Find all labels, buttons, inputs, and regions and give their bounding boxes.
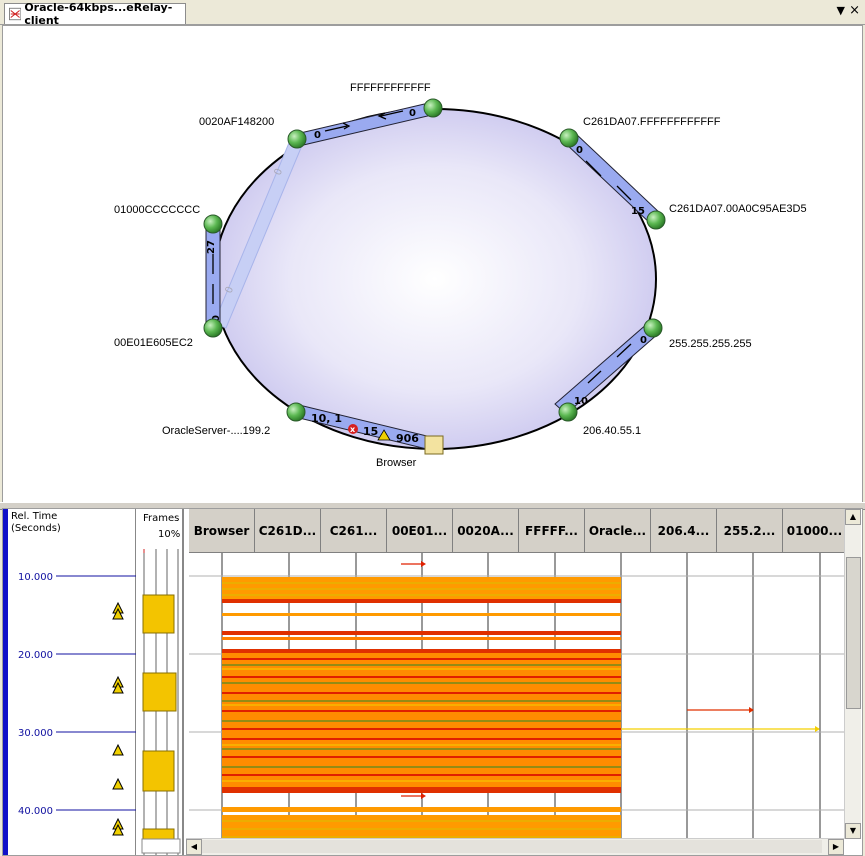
- column-header[interactable]: FFFFF...: [519, 509, 585, 553]
- node-label: 00E01E605EC2: [114, 337, 193, 349]
- node-255-255-255-255[interactable]: [643, 318, 663, 338]
- svg-text:0: 0: [224, 285, 237, 295]
- column-header[interactable]: 01000...: [783, 509, 847, 553]
- network-diagram: 0 0 0 0 0 15 27 0: [114, 82, 807, 469]
- node-browser[interactable]: [424, 435, 444, 455]
- frame-bar: [142, 672, 177, 712]
- node-label: 206.40.55.1: [583, 425, 641, 437]
- frames-bars: [142, 594, 177, 842]
- svg-text:x: x: [350, 425, 356, 434]
- column-header[interactable]: 00E01...: [387, 509, 453, 553]
- node-label: 01000CCCCCCC: [114, 204, 200, 216]
- warning-icons: [112, 601, 124, 836]
- node-c261da07-ffff[interactable]: [559, 128, 579, 148]
- node-c261da07-00a0[interactable]: [646, 210, 666, 230]
- node-label: Browser: [376, 457, 417, 469]
- node-0020af148200[interactable]: [287, 129, 307, 149]
- timeline-grid: Browser C261D... C261... 00E01... 0020A.…: [189, 509, 847, 855]
- warning-icon: [112, 743, 124, 756]
- tab-bar: Oracle-64kbps...eRelay-client ▼ ×: [0, 0, 865, 27]
- node-00e01e605ec2[interactable]: [203, 318, 223, 338]
- scroll-up-button[interactable]: ▲: [845, 509, 861, 525]
- column-header[interactable]: Browser: [189, 509, 255, 553]
- column-header[interactable]: C261D...: [255, 509, 321, 553]
- warning-icon: [112, 777, 124, 790]
- warning-icon: [377, 429, 391, 441]
- time-label: 30.000: [18, 728, 53, 739]
- column-header[interactable]: C261...: [321, 509, 387, 553]
- tab-menu-icon[interactable]: ▼: [836, 4, 845, 17]
- hscroll-thumb[interactable]: [202, 840, 822, 853]
- warning-icon: [112, 817, 124, 836]
- svg-text:10, 1: 10, 1: [311, 412, 342, 425]
- timeline-view: Rel. Time (Seconds) 10.000 20.000 30.000…: [2, 508, 863, 856]
- node-206-40-55-1[interactable]: [558, 402, 578, 422]
- tab-title: Oracle-64kbps...eRelay-client: [24, 1, 173, 27]
- node-01000cccccc[interactable]: [203, 214, 223, 234]
- node-label: 0020AF148200: [199, 116, 274, 128]
- document-tab[interactable]: Oracle-64kbps...eRelay-client: [4, 1, 186, 27]
- svg-text:0: 0: [640, 335, 647, 346]
- svg-text:27: 27: [206, 240, 217, 254]
- time-axis-column: Rel. Time (Seconds) 10.000 20.000 30.000…: [3, 509, 136, 855]
- svg-text:15: 15: [363, 425, 378, 438]
- error-icon: [348, 424, 358, 434]
- column-header[interactable]: 255.2...: [717, 509, 783, 553]
- scroll-thumb[interactable]: [846, 557, 861, 709]
- traffic-chart: [189, 553, 847, 855]
- node-ffffffffffff[interactable]: [423, 98, 443, 118]
- horizontal-scrollbar[interactable]: ◀ ▶: [186, 838, 844, 855]
- node-label: OracleServer-....199.2: [162, 425, 270, 437]
- frames-column: Frames 10%: [138, 509, 184, 855]
- close-icon[interactable]: ×: [849, 3, 860, 18]
- node-label: C261DA07.FFFFFFFFFFFF: [583, 116, 721, 128]
- column-header[interactable]: 206.4...: [651, 509, 717, 553]
- svg-text:10: 10: [574, 396, 588, 407]
- frame-bar: [142, 594, 175, 634]
- svg-text:0: 0: [211, 315, 222, 322]
- warning-icon: [112, 675, 124, 694]
- frames-header: Frames: [143, 513, 180, 524]
- scroll-left-button[interactable]: ◀: [186, 839, 202, 855]
- edge-n5-n6[interactable]: 27 0: [205, 225, 222, 329]
- svg-text:0: 0: [273, 167, 286, 177]
- edge-n9-n10[interactable]: 10, 1 x 15 906: [290, 403, 436, 451]
- scroll-right-button[interactable]: ▶: [828, 839, 844, 855]
- scroll-down-button[interactable]: ▼: [845, 823, 861, 839]
- time-label: 40.000: [18, 806, 53, 817]
- traffic-arrows: [401, 561, 820, 799]
- time-header: Rel. Time (Seconds): [11, 511, 61, 534]
- svg-text:0: 0: [409, 108, 416, 119]
- time-label: 10.000: [18, 572, 53, 583]
- svg-text:0: 0: [576, 145, 583, 156]
- frame-bar: [142, 750, 175, 792]
- node-label: FFFFFFFFFFFF: [350, 82, 431, 94]
- column-header[interactable]: Oracle...: [585, 509, 651, 553]
- svg-text:15: 15: [631, 206, 645, 217]
- svg-text:0: 0: [314, 130, 321, 141]
- time-label: 20.000: [18, 650, 53, 661]
- frames-percent: 10%: [158, 529, 181, 540]
- node-oracleserver[interactable]: [286, 402, 306, 422]
- column-header[interactable]: 0020A...: [453, 509, 519, 553]
- edge-n2-n1[interactable]: 0 0: [295, 101, 437, 147]
- network-diagram-view: 0 0 0 0 0 15 27 0: [2, 25, 863, 503]
- node-label: 255.255.255.255: [669, 338, 752, 350]
- svg-text:906: 906: [396, 432, 419, 445]
- vertical-scrollbar[interactable]: ▲ ▼: [844, 509, 861, 839]
- network-map-icon: [9, 7, 22, 21]
- warning-icon: [112, 601, 124, 620]
- node-label: C261DA07.00A0C95AE3D5: [669, 203, 807, 215]
